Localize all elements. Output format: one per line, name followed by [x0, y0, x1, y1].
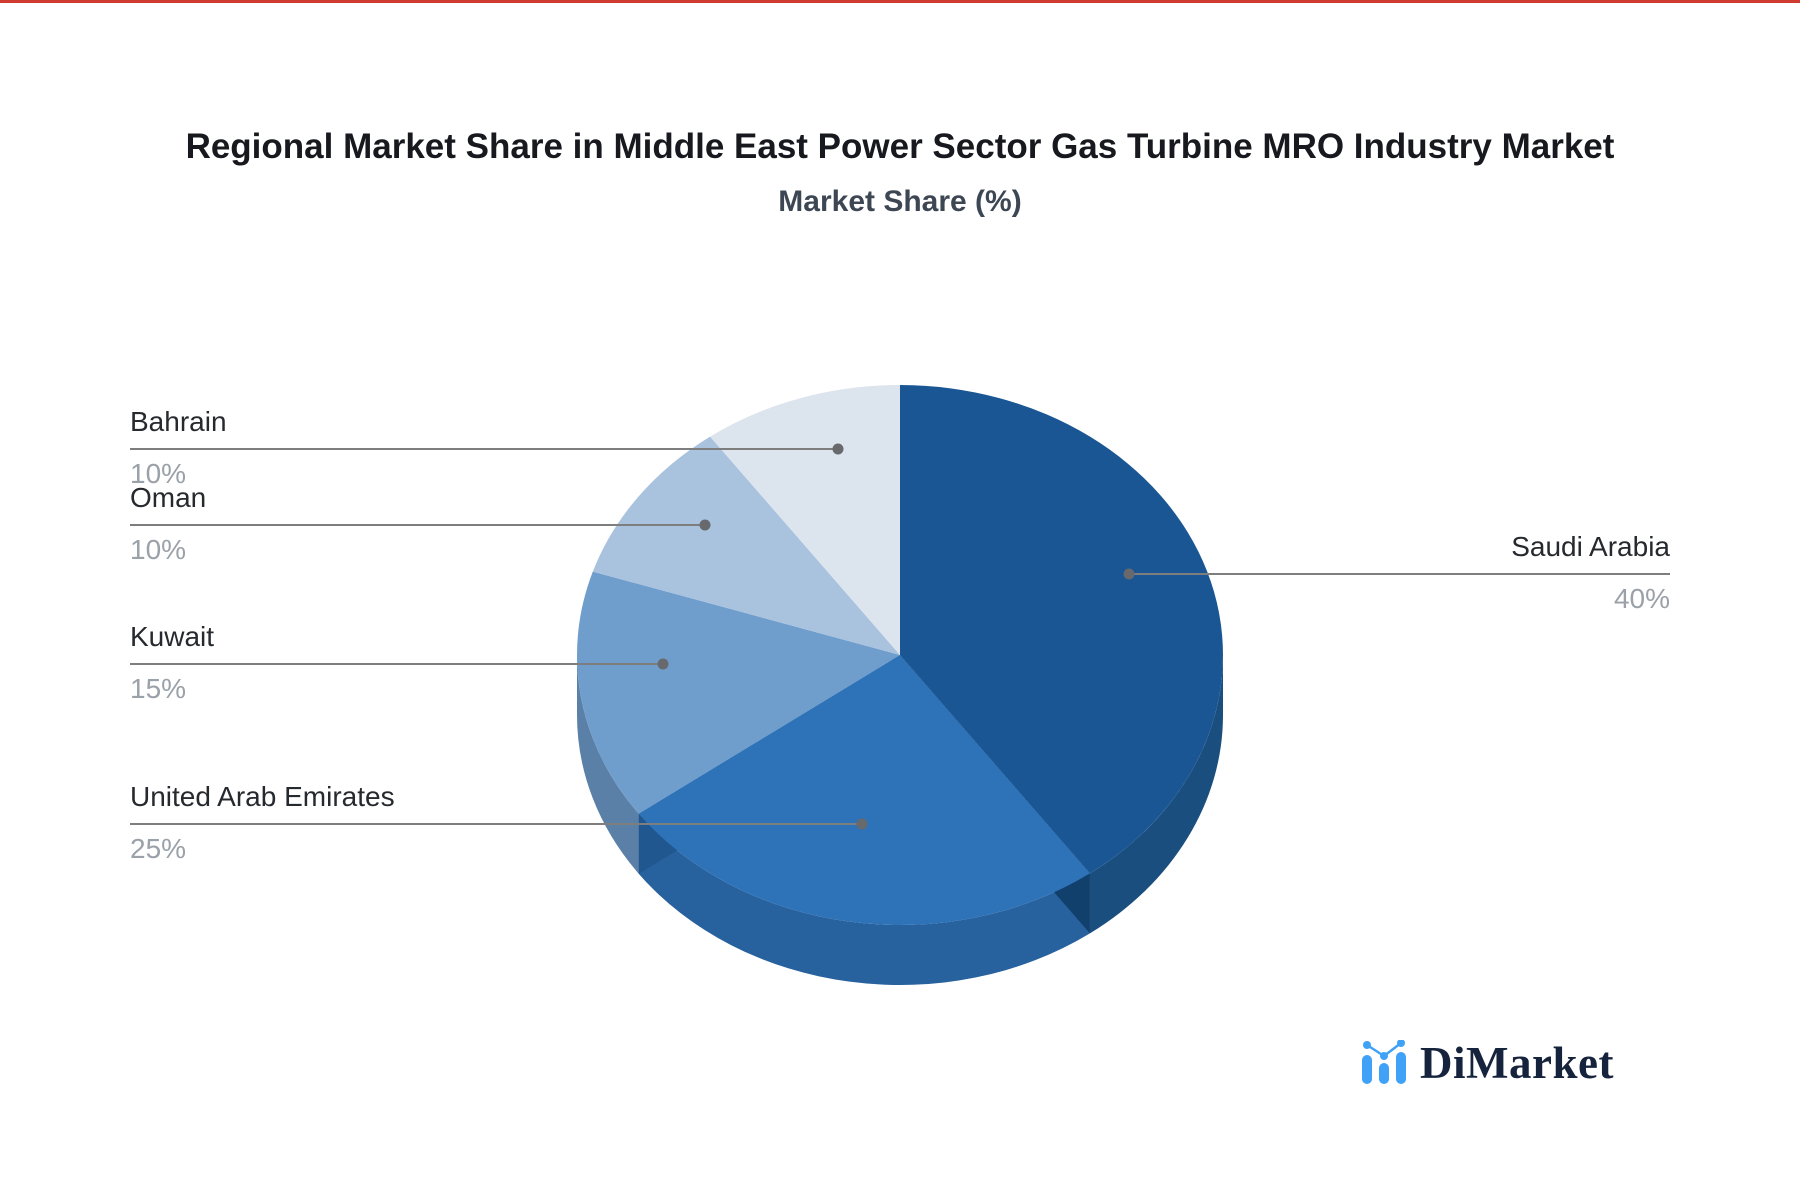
logo-dot-1 [1363, 1041, 1371, 1049]
logo-dot-3 [1397, 1040, 1405, 1047]
label-united-arab-emirates: United Arab Emirates [130, 781, 395, 812]
slice-side-saudi-arabia[interactable] [1089, 655, 1223, 934]
chart-title: Regional Market Share in Middle East Pow… [185, 127, 1615, 166]
slice-top-united-arab-emirates[interactable] [638, 655, 1090, 925]
logo-bar-3 [1396, 1052, 1406, 1084]
label-saudi-arabia: Saudi Arabia [1511, 531, 1670, 562]
chart-subtitle: Market Share (%) [778, 185, 1022, 218]
value-saudi-arabia: 40% [1613, 583, 1670, 614]
callout-dot-oman [699, 519, 711, 531]
slice-side-kuwait[interactable] [577, 655, 639, 874]
callout-dot-kuwait [657, 658, 669, 670]
slice-top-kuwait[interactable] [577, 571, 900, 814]
label-oman: Oman [130, 482, 207, 513]
logo-dot-2 [1380, 1052, 1388, 1060]
slice-side-united-arab-emirates[interactable] [638, 813, 1090, 985]
callout-dot-united-arab-emirates [856, 818, 868, 830]
callout-dot-bahrain [832, 443, 844, 455]
pie-3d-sides [577, 655, 1223, 985]
screen-top-edge-line [0, 0, 1800, 3]
value-united-arab-emirates: 25% [130, 833, 187, 864]
value-kuwait: 15% [130, 673, 187, 704]
slice-top-oman[interactable] [592, 436, 900, 655]
label-bahrain: Bahrain [130, 406, 227, 437]
logo-bar-2 [1379, 1063, 1389, 1084]
callout-connectors [130, 443, 1670, 830]
slice-top-bahrain[interactable] [710, 385, 900, 655]
dimarket-logo: DiMarket [1362, 1040, 1614, 1086]
pie-3d-tops [577, 385, 1223, 925]
logo-wordmark: DiMarket [1420, 1038, 1614, 1088]
value-oman: 10% [130, 534, 187, 565]
callout-dot-saudi-arabia [1123, 568, 1135, 580]
slice-top-saudi-arabia[interactable] [900, 385, 1223, 874]
logo-bar-1 [1362, 1055, 1372, 1084]
value-bahrain: 10% [130, 458, 187, 489]
bar-chart-logo-icon [1362, 1040, 1406, 1084]
label-kuwait: Kuwait [130, 621, 215, 652]
